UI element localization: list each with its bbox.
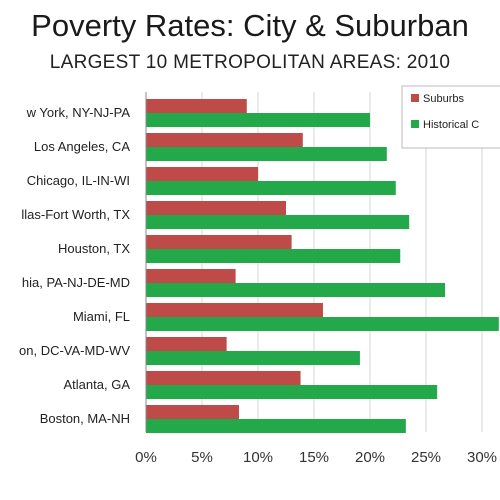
legend-swatch [411,94,419,102]
category-labels: w York, NY-NJ-PA Los Angeles, CA Chicago, … [19,105,130,426]
chart-title: Poverty Rates: City & Suburban [31,8,469,43]
legend-entry: Historical C [423,119,479,131]
x-tick-label: 25% [411,449,441,466]
category-label: Boston, MA-NH [40,411,130,426]
bar-city-5 [146,283,446,297]
bar-city-4 [146,249,401,263]
legend-entry: Suburbs [423,93,464,105]
category-label: hia, PA-NJ-DE-MD [22,275,130,290]
bar-suburbs-6 [146,303,323,317]
category-label: on, DC-VA-MD-WV [19,343,130,358]
bar-city-1 [146,147,387,161]
bar-suburbs-3 [146,201,286,215]
bar-suburbs-5 [146,269,236,283]
category-label: w York, NY-NJ-PA [26,105,131,120]
category-label: Miami, FL [73,309,130,324]
bar-city-6 [146,317,499,331]
x-tick-label: 30% [467,449,497,466]
bars [146,99,499,433]
bar-city-7 [146,351,360,365]
bar-suburbs-7 [146,337,227,351]
x-tick-label: 20% [355,449,385,466]
legend: Suburbs Historical C [401,85,500,149]
legend-swatch [411,120,419,128]
x-tick-label: 0% [135,449,157,466]
bar-city-3 [146,215,410,229]
bar-city-2 [146,181,396,195]
bar-suburbs-8 [146,371,301,385]
x-tick-label: 15% [299,449,329,466]
bar-suburbs-1 [146,133,303,147]
bar-city-0 [146,113,370,127]
bar-suburbs-4 [146,235,292,249]
category-label: Houston, TX [58,241,130,256]
x-tick-label: 10% [243,449,273,466]
bar-city-9 [146,419,406,433]
category-label: Los Angeles, CA [34,139,130,154]
category-label: Atlanta, GA [64,377,131,392]
bar-city-8 [146,385,438,399]
bar-suburbs-0 [146,99,247,113]
category-label: llas-Fort Worth, TX [21,207,130,222]
chart-subtitle: LARGEST 10 METROPOLITAN AREAS: 2010 [49,52,451,73]
bar-suburbs-2 [146,167,258,181]
bar-suburbs-9 [146,405,239,419]
x-tick-labels: 0% 5% 10% 15% 20% 25% 30% [135,449,497,466]
x-tick-label: 5% [191,449,213,466]
category-label: Chicago, IL-IN-WI [27,173,130,188]
